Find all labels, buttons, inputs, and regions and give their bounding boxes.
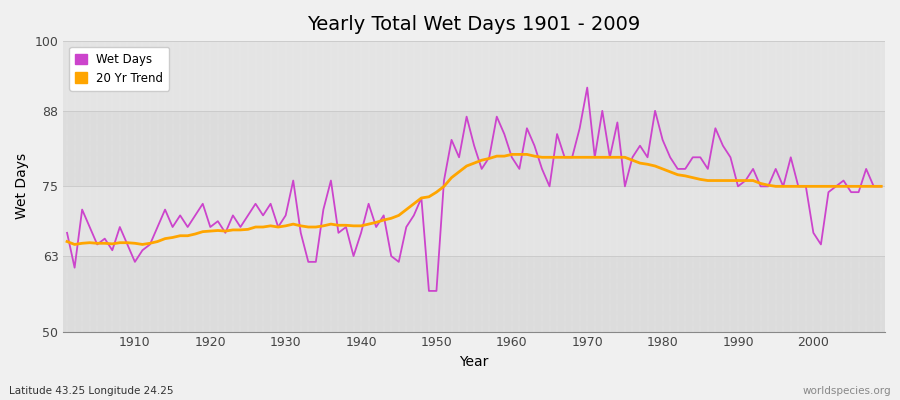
Y-axis label: Wet Days: Wet Days [15,153,29,220]
Legend: Wet Days, 20 Yr Trend: Wet Days, 20 Yr Trend [69,47,169,91]
Bar [63,111,885,186]
Title: Yearly Total Wet Days 1901 - 2009: Yearly Total Wet Days 1901 - 2009 [308,15,641,34]
Text: worldspecies.org: worldspecies.org [803,386,891,396]
Bar [63,186,885,256]
Bar [63,41,885,111]
Text: Latitude 43.25 Longitude 24.25: Latitude 43.25 Longitude 24.25 [9,386,174,396]
Bar [63,256,885,332]
X-axis label: Year: Year [460,355,489,369]
